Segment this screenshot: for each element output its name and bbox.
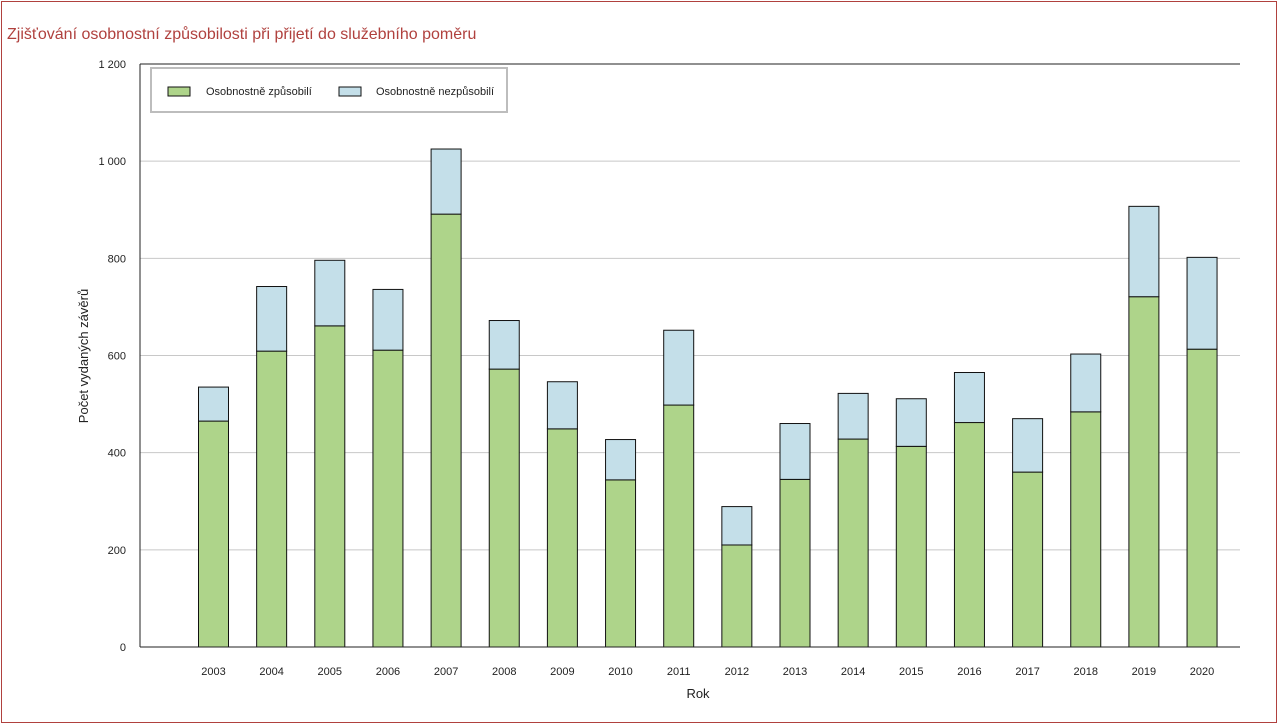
x-tick-label: 2016 — [957, 666, 981, 678]
bar-unfit-2015 — [895, 398, 927, 447]
x-tick-label: 2005 — [318, 666, 342, 678]
chart-title: Zjišťování osobnostní způsobilosti při p… — [7, 26, 477, 43]
bar-unfit-2013 — [779, 423, 811, 480]
bar-fit-2005 — [314, 325, 346, 648]
x-tick-label: 2009 — [550, 666, 574, 678]
bar-fit-2003 — [198, 420, 229, 648]
bar-fit-2008 — [488, 368, 520, 648]
bar-fit-2013 — [779, 478, 811, 648]
bar-fit-2009 — [546, 428, 578, 648]
legend-label-fit: Osobnostně způsobilí — [206, 86, 312, 98]
x-tick-labels: 2003 2004 2005 2006 2007 2008 2009 2010 2011 2012… — [201, 666, 1214, 678]
bar-fit-2020 — [1186, 348, 1218, 648]
y-tick-labels: 0 200 400 600 800 1 000 1 200 — [98, 59, 126, 654]
y-tick-label: 1 200 — [98, 59, 126, 71]
bar-fit-2006 — [372, 349, 404, 648]
bar-unfit-2008 — [488, 320, 520, 370]
axes — [139, 63, 1240, 648]
legend-label-unfit: Osobnostně nezpůsobilí — [376, 86, 494, 98]
x-tick-label: 2008 — [492, 666, 516, 678]
legend-box — [150, 67, 508, 113]
x-tick-label: 2012 — [725, 666, 749, 678]
bar-unfit-2017 — [1012, 418, 1044, 473]
bars — [198, 148, 1218, 648]
bar-fit-2016 — [953, 422, 985, 648]
y-tick-label: 800 — [108, 253, 126, 265]
bar-fit-2007 — [430, 213, 462, 648]
bar-fit-2019 — [1128, 296, 1160, 648]
bar-fit-2010 — [605, 479, 637, 648]
bar-unfit-2010 — [605, 439, 637, 481]
legend: Osobnostně způsobilí Osobnostně nezpůsob… — [150, 67, 508, 113]
x-axis-label: Rok — [686, 686, 710, 701]
x-tick-label: 2018 — [1074, 666, 1098, 678]
bar-fit-2017 — [1012, 471, 1044, 648]
bar-fit-2015 — [895, 445, 927, 648]
bar-unfit-2003 — [198, 386, 229, 422]
legend-swatch-unfit — [338, 86, 362, 97]
bar-unfit-2005 — [314, 259, 346, 327]
y-tick-label: 1 000 — [98, 156, 126, 168]
bar-unfit-2011 — [663, 329, 695, 406]
bar-unfit-2012 — [721, 506, 753, 546]
bar-unfit-2007 — [430, 148, 462, 215]
y-axis-label: Počet vydaných závěrů — [76, 289, 91, 423]
y-tick-label: 600 — [108, 351, 126, 363]
x-tick-label: 2019 — [1132, 666, 1156, 678]
bar-unfit-2018 — [1070, 353, 1102, 413]
bar-unfit-2006 — [372, 288, 404, 351]
x-tick-label: 2003 — [201, 666, 225, 678]
bar-unfit-2020 — [1186, 256, 1218, 350]
bar-fit-2004 — [256, 350, 288, 648]
x-tick-label: 2011 — [667, 666, 691, 678]
x-tick-label: 2013 — [783, 666, 807, 678]
x-tick-label: 2007 — [434, 666, 458, 678]
x-tick-label: 2006 — [376, 666, 400, 678]
x-tick-label: 2015 — [899, 666, 923, 678]
bar-fit-2012 — [721, 544, 753, 648]
bar-unfit-2004 — [256, 286, 288, 352]
x-tick-label: 2017 — [1015, 666, 1039, 678]
bar-fit-2011 — [663, 404, 695, 648]
y-tick-label: 0 — [120, 642, 126, 654]
y-tick-label: 400 — [108, 448, 126, 460]
bar-fit-2018 — [1070, 411, 1102, 648]
x-tick-label: 2014 — [841, 666, 865, 678]
y-tick-label: 200 — [108, 545, 126, 557]
legend-swatch-fit — [167, 86, 191, 97]
bar-unfit-2014 — [837, 392, 869, 440]
bar-unfit-2019 — [1128, 205, 1160, 298]
x-tick-label: 2004 — [259, 666, 283, 678]
x-tick-label: 2020 — [1190, 666, 1214, 678]
bar-unfit-2009 — [546, 381, 578, 430]
bar-fit-2014 — [837, 438, 869, 648]
bar-unfit-2016 — [953, 372, 985, 424]
x-tick-label: 2010 — [608, 666, 632, 678]
